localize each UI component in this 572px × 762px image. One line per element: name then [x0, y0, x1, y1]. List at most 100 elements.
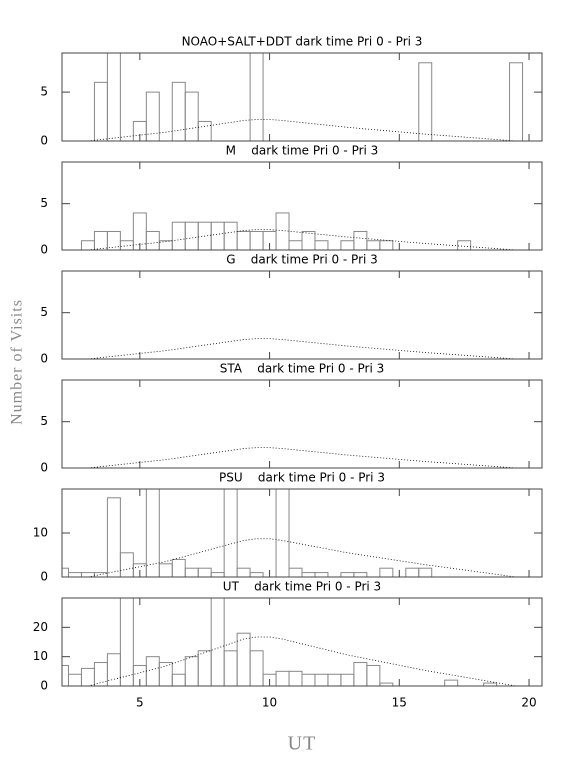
histogram-bar: [158, 662, 173, 686]
histogram-bar: [93, 81, 108, 141]
histogram-bar: [353, 572, 368, 577]
histogram-bar: [444, 679, 459, 686]
y-tick-label: 0: [40, 352, 48, 366]
histogram-bar: [184, 567, 199, 577]
histogram-bar: [353, 662, 368, 686]
histogram-bar: [93, 230, 108, 250]
panel-title: NOAO+SALT+DDT dark time Pri 0 - Pri 3: [182, 35, 423, 49]
y-tick-label: 0: [40, 679, 48, 693]
plot-area: [87, 447, 517, 468]
histogram-bar: [197, 650, 212, 686]
y-tick-label: 0: [40, 243, 48, 257]
histogram-bar: [353, 230, 368, 250]
trend-curve: [87, 119, 517, 141]
histogram-bar: [184, 91, 199, 141]
histogram-bar: [145, 489, 160, 577]
histogram-bar: [379, 567, 394, 577]
histogram-bar: [314, 572, 329, 577]
panel-frame: [61, 161, 543, 251]
y-tick-label: 0: [40, 134, 48, 148]
plot-area: [87, 338, 517, 359]
histogram-bar: [236, 567, 251, 577]
histogram-bar: [171, 673, 186, 686]
histogram-bar: [184, 221, 199, 250]
histogram-bar: [145, 230, 160, 250]
histogram-bar: [80, 240, 95, 250]
x-tick-label: 10: [262, 696, 277, 710]
histogram-bar: [93, 572, 108, 577]
histogram-bar: [106, 230, 121, 250]
histogram-bar: [340, 240, 355, 250]
histogram-bar: [405, 567, 420, 577]
histogram-bar: [249, 650, 264, 686]
histogram-bar: [366, 664, 381, 686]
histogram-bar: [106, 653, 121, 686]
histogram-bar: [340, 673, 355, 686]
histogram-bar: [223, 650, 238, 686]
plot-area: [62, 489, 517, 577]
histogram-bar: [288, 567, 303, 577]
histogram-bar: [197, 120, 212, 141]
trend-curve: [87, 447, 517, 468]
histogram-bar: [314, 673, 329, 686]
x-axis-label: UT: [288, 733, 317, 755]
y-tick-label: 5: [40, 85, 48, 99]
histogram-bar: [249, 572, 264, 577]
histogram-bar: [158, 563, 173, 577]
histogram-bar: [301, 572, 316, 577]
histogram-bar: [106, 497, 121, 577]
plot-area: [87, 53, 524, 141]
panel-title: UT dark time Pri 0 - Pri 3: [223, 580, 381, 594]
histogram-bar: [145, 656, 160, 686]
x-tick-label: 15: [392, 696, 407, 710]
panel-title: PSU dark time Pri 0 - Pri 3: [219, 471, 385, 485]
histogram-bar: [366, 240, 381, 250]
y-tick-label: 5: [40, 305, 48, 319]
histogram-bar: [249, 53, 264, 141]
histogram-bar: [119, 240, 134, 250]
y-tick-label: 20: [33, 620, 48, 634]
y-tick-label: 5: [40, 414, 48, 428]
histogram-bar: [301, 230, 316, 250]
histogram-bar: [223, 221, 238, 250]
y-tick-label: 0: [40, 461, 48, 475]
histogram-bar: [171, 81, 186, 141]
histogram-bar: [210, 572, 225, 577]
trend-curve: [87, 338, 517, 359]
y-tick-label: 10: [33, 526, 48, 540]
histogram-bar: [106, 53, 121, 141]
histogram-bar: [223, 489, 238, 577]
histogram-bar: [210, 598, 225, 686]
panel-frame: [61, 597, 543, 687]
histogram-bar: [327, 673, 342, 686]
histogram-bar: [67, 673, 82, 686]
y-axis-label: Number of Visits: [9, 299, 26, 425]
trend-curve: [87, 636, 517, 686]
histogram-bar: [145, 91, 160, 141]
panel-frame: [61, 52, 543, 142]
panel-frame: [61, 270, 543, 360]
histogram-bar: [119, 598, 134, 686]
x-tick-label: 5: [136, 696, 144, 710]
histogram-bar: [171, 221, 186, 250]
panel-title: STA dark time Pri 0 - Pri 3: [220, 362, 385, 376]
y-tick-label: 5: [40, 196, 48, 210]
y-tick-label: 10: [33, 649, 48, 663]
histogram-bar: [236, 632, 251, 686]
histogram-bar: [80, 572, 95, 577]
histogram-bar: [418, 62, 433, 141]
histogram-bar: [80, 667, 95, 686]
histogram-bar: [171, 558, 186, 577]
histogram-bar: [275, 212, 290, 250]
histogram-bar: [184, 656, 199, 686]
histogram-bar: [314, 240, 329, 250]
panel-frame: [61, 379, 543, 469]
histogram-bar: [301, 673, 316, 686]
trend-curve: [87, 538, 517, 577]
plot-area: [62, 598, 517, 686]
histogram-bar: [288, 240, 303, 250]
x-tick-label: 20: [521, 696, 536, 710]
histogram-bar: [275, 670, 290, 686]
histogram-bar: [197, 567, 212, 577]
